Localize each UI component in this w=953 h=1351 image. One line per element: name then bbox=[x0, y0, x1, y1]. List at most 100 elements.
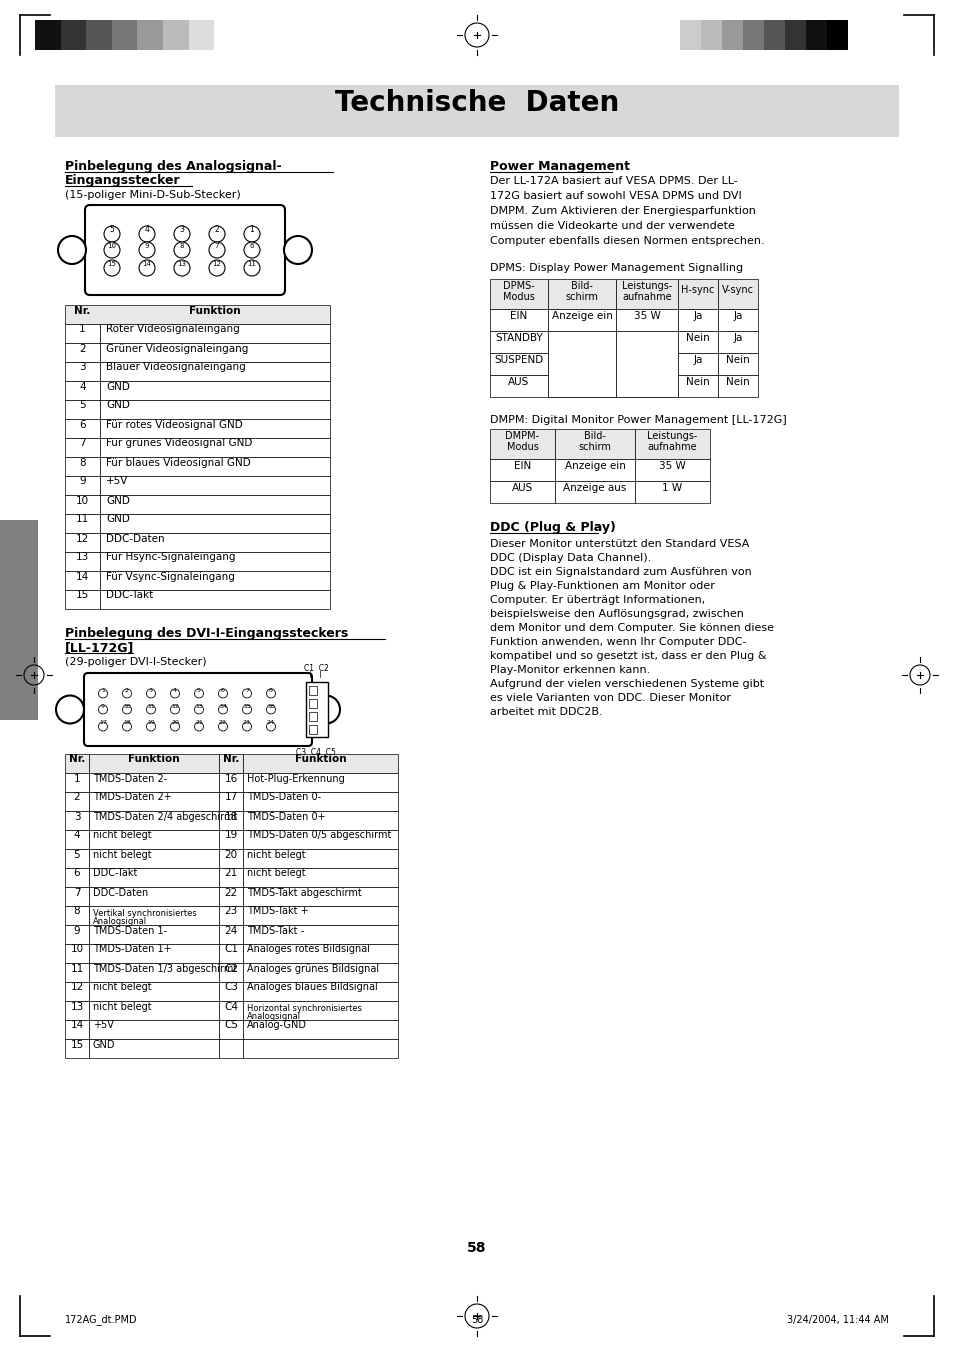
Circle shape bbox=[56, 696, 84, 724]
Text: nicht belegt: nicht belegt bbox=[92, 1001, 152, 1012]
Bar bbox=[214, 20, 240, 50]
Bar bbox=[65, 982, 89, 1001]
Bar bbox=[137, 20, 163, 50]
Text: Roter Videosignaleingang: Roter Videosignaleingang bbox=[106, 324, 239, 335]
Text: H-sync: H-sync bbox=[680, 285, 714, 295]
Bar bbox=[616, 376, 678, 397]
Bar bbox=[678, 280, 718, 309]
Text: 2: 2 bbox=[125, 688, 129, 693]
Bar bbox=[826, 20, 847, 50]
Bar bbox=[89, 867, 219, 888]
Bar bbox=[547, 331, 616, 353]
Bar bbox=[89, 811, 219, 830]
Text: Analoges grünes Bildsignal: Analoges grünes Bildsignal bbox=[247, 963, 378, 974]
Text: 7: 7 bbox=[79, 439, 86, 449]
Text: Für Vsync-Signaleingang: Für Vsync-Signaleingang bbox=[106, 571, 234, 581]
Text: 1 W: 1 W bbox=[661, 484, 681, 493]
Bar bbox=[89, 830, 219, 848]
Circle shape bbox=[242, 705, 252, 713]
Circle shape bbox=[242, 689, 252, 698]
Bar bbox=[219, 982, 243, 1001]
Text: 9: 9 bbox=[101, 704, 105, 708]
Text: müssen die Videokarte und der verwendete: müssen die Videokarte und der verwendete bbox=[490, 222, 734, 231]
Bar bbox=[219, 754, 243, 773]
Bar bbox=[679, 20, 700, 50]
Text: AUS: AUS bbox=[512, 484, 533, 493]
Bar bbox=[243, 773, 397, 792]
Text: 3: 3 bbox=[79, 362, 86, 373]
Text: 19: 19 bbox=[147, 720, 154, 725]
Text: C1: C1 bbox=[224, 944, 237, 955]
Text: DPMS-: DPMS- bbox=[502, 281, 535, 290]
Text: EIN: EIN bbox=[510, 311, 527, 322]
Text: 8: 8 bbox=[179, 243, 184, 249]
Text: 14: 14 bbox=[71, 1020, 84, 1031]
Bar bbox=[89, 792, 219, 811]
Text: 9: 9 bbox=[73, 925, 80, 935]
Text: 12: 12 bbox=[76, 534, 89, 543]
Bar bbox=[635, 430, 709, 459]
Bar bbox=[65, 888, 89, 907]
Bar bbox=[219, 944, 243, 963]
Text: 15: 15 bbox=[243, 704, 251, 708]
Bar bbox=[718, 280, 758, 309]
FancyBboxPatch shape bbox=[84, 673, 312, 746]
Bar bbox=[219, 1020, 243, 1039]
Text: Modus: Modus bbox=[502, 292, 535, 303]
Text: Anzeige aus: Anzeige aus bbox=[550, 355, 613, 365]
Bar bbox=[65, 534, 100, 553]
Bar bbox=[700, 20, 721, 50]
Text: Ja: Ja bbox=[693, 355, 702, 365]
Text: +5V: +5V bbox=[106, 477, 129, 486]
Text: 5: 5 bbox=[73, 850, 80, 859]
Text: Funktion: Funktion bbox=[294, 754, 346, 765]
Bar bbox=[65, 944, 89, 963]
Text: 58: 58 bbox=[471, 1315, 482, 1325]
Text: 7: 7 bbox=[73, 888, 80, 897]
Text: Plug & Play-Funktionen am Monitor oder: Plug & Play-Funktionen am Monitor oder bbox=[490, 581, 714, 590]
Text: nicht belegt: nicht belegt bbox=[92, 850, 152, 859]
Text: TMDS-Takt abgeschirmt: TMDS-Takt abgeschirmt bbox=[247, 888, 361, 897]
Circle shape bbox=[173, 259, 190, 276]
Text: 14: 14 bbox=[142, 261, 152, 267]
Text: 10: 10 bbox=[71, 944, 84, 955]
Bar bbox=[189, 20, 214, 50]
Bar bbox=[219, 925, 243, 944]
Bar bbox=[65, 773, 89, 792]
Circle shape bbox=[209, 259, 225, 276]
Text: C3: C3 bbox=[224, 982, 237, 993]
Text: 3: 3 bbox=[73, 812, 80, 821]
Text: Modus: Modus bbox=[506, 442, 537, 453]
Text: DDC (Display Data Channel).: DDC (Display Data Channel). bbox=[490, 553, 651, 563]
Text: Der LL-172A basiert auf VESA DPMS. Der LL-: Der LL-172A basiert auf VESA DPMS. Der L… bbox=[490, 176, 737, 186]
Text: Nr.: Nr. bbox=[223, 754, 239, 765]
Bar bbox=[100, 324, 330, 343]
Text: 5: 5 bbox=[110, 226, 114, 235]
Bar bbox=[100, 419, 330, 438]
FancyBboxPatch shape bbox=[85, 205, 285, 295]
Circle shape bbox=[122, 689, 132, 698]
Text: Für Hsync-Signaleingang: Für Hsync-Signaleingang bbox=[106, 553, 235, 562]
Text: schirm: schirm bbox=[578, 442, 611, 453]
Circle shape bbox=[171, 689, 179, 698]
Text: DDC-Takt: DDC-Takt bbox=[106, 590, 153, 600]
Text: Pinbelegung des Analogsignal-: Pinbelegung des Analogsignal- bbox=[65, 159, 281, 173]
Text: Computer. Er überträgt Informationen,: Computer. Er überträgt Informationen, bbox=[490, 594, 704, 605]
Text: TMDS-Takt -: TMDS-Takt - bbox=[247, 925, 304, 935]
Circle shape bbox=[242, 721, 252, 731]
Text: C2: C2 bbox=[224, 963, 237, 974]
Text: 1: 1 bbox=[73, 774, 80, 784]
Circle shape bbox=[98, 689, 108, 698]
Text: es viele Varianten von DDC. Dieser Monitor: es viele Varianten von DDC. Dieser Monit… bbox=[490, 693, 730, 703]
Bar bbox=[219, 907, 243, 925]
Bar bbox=[89, 944, 219, 963]
Text: DDC-Takt: DDC-Takt bbox=[92, 869, 137, 878]
Text: 6: 6 bbox=[221, 688, 225, 693]
Bar bbox=[65, 362, 100, 381]
Text: 20: 20 bbox=[224, 850, 237, 859]
Text: Aufgrund der vielen verschiedenen Systeme gibt: Aufgrund der vielen verschiedenen System… bbox=[490, 680, 763, 689]
Text: nicht belegt: nicht belegt bbox=[92, 982, 152, 993]
Bar bbox=[490, 353, 547, 376]
Text: 6: 6 bbox=[250, 243, 254, 249]
Text: Funktion: Funktion bbox=[128, 754, 179, 765]
